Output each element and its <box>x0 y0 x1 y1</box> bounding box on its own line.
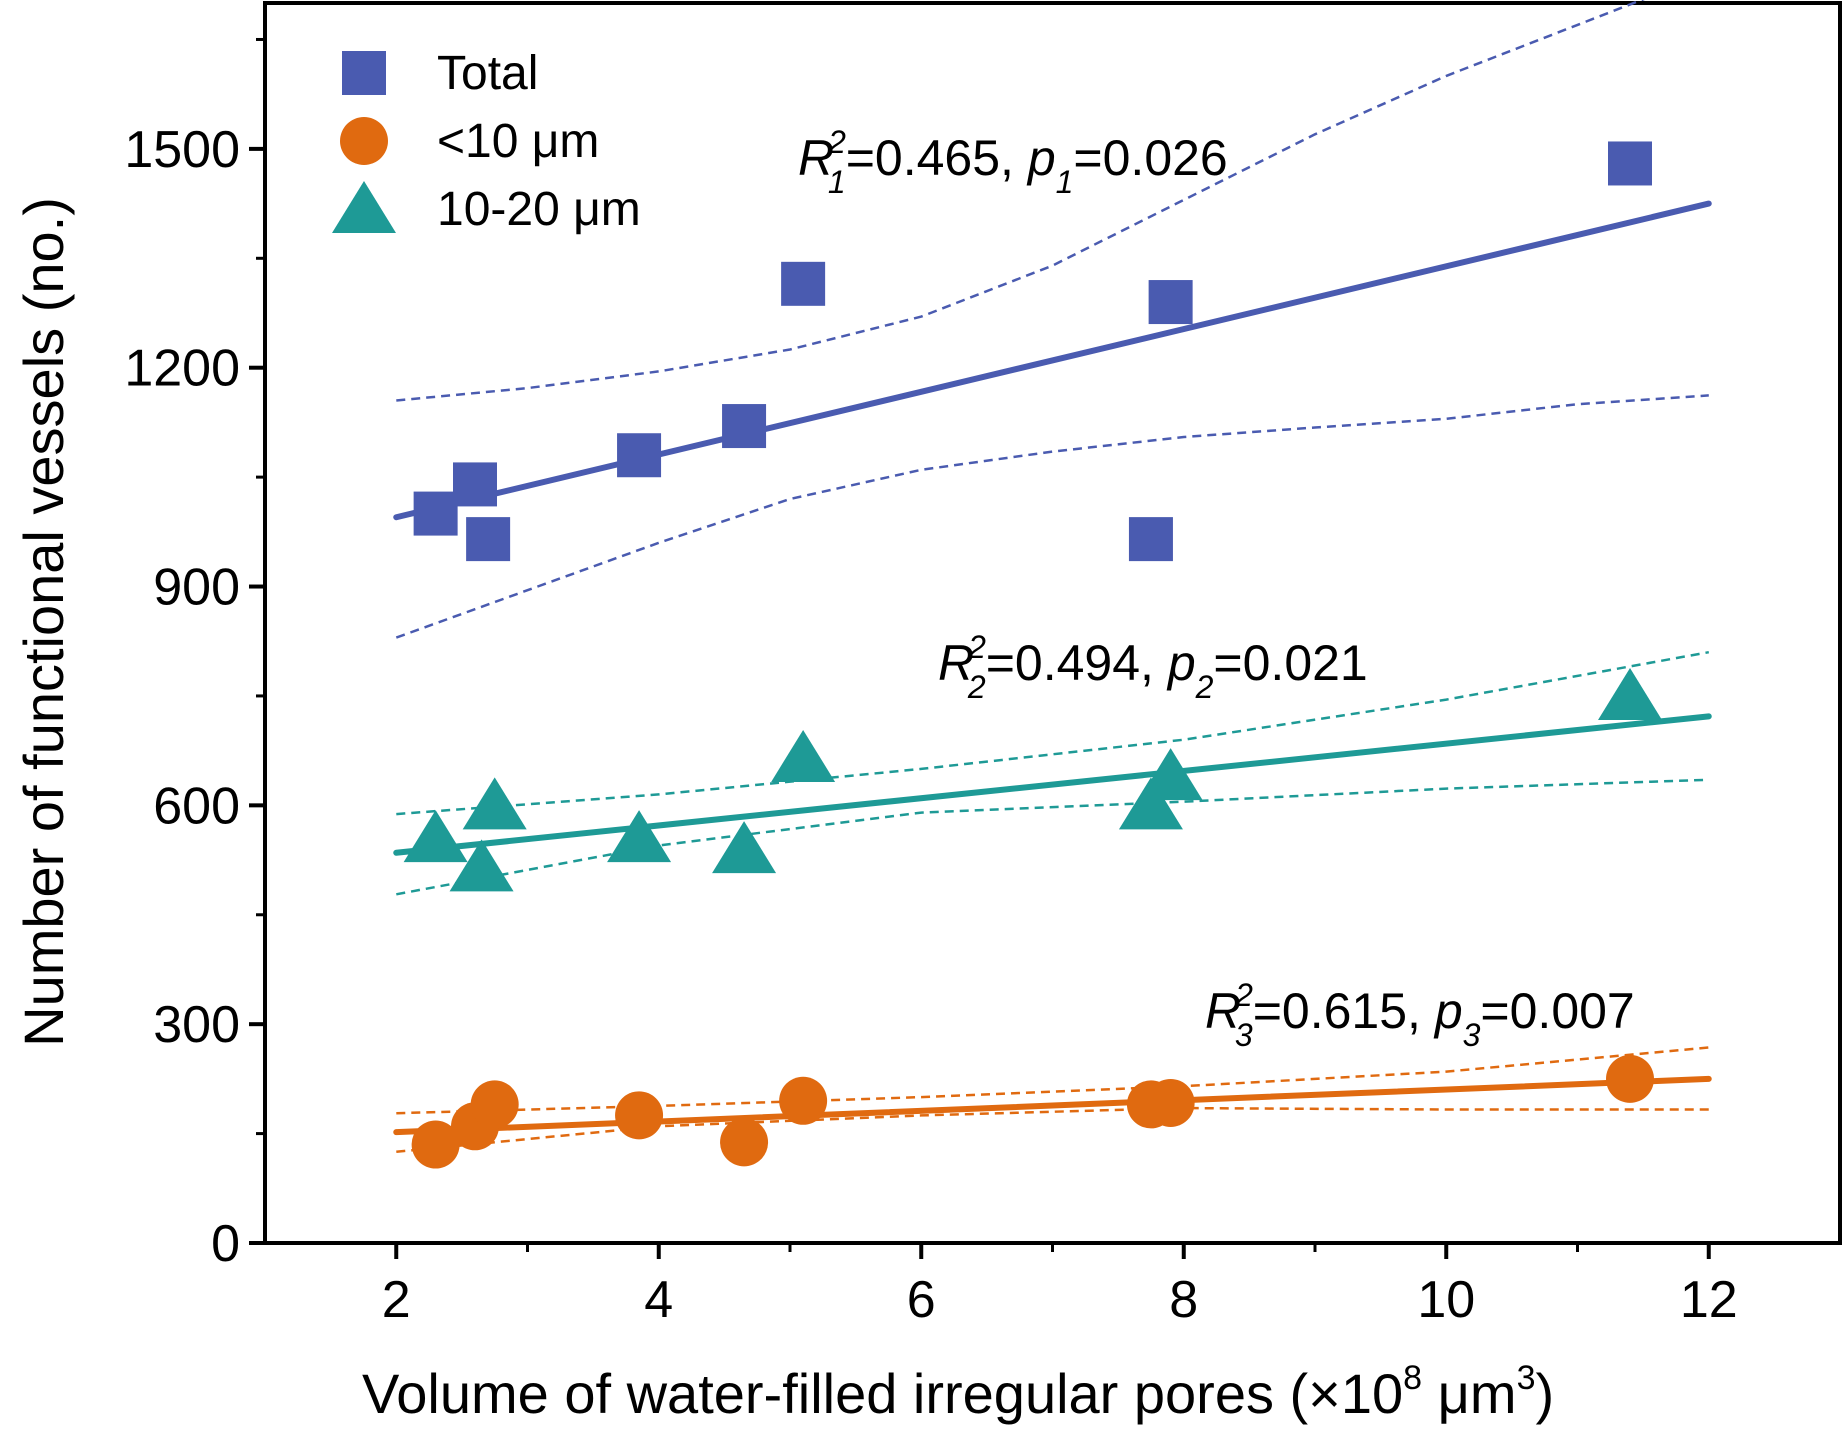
point-triangle-1 <box>449 839 514 892</box>
x-tick-label: 4 <box>644 1271 673 1329</box>
point-circle-8 <box>1606 1054 1654 1103</box>
point-square-8 <box>1608 141 1652 186</box>
point-triangle-7 <box>1138 748 1203 801</box>
legend-label-10-20: 10-20 μm <box>437 183 641 236</box>
y-tick-label: 900 <box>153 559 240 617</box>
point-square-3 <box>617 433 662 478</box>
fit-line-circle <box>393 1075 1712 1136</box>
legend: Total <10 μm 10-20 μm <box>332 47 641 236</box>
point-square-6 <box>1128 517 1173 562</box>
x-axis-label: Volume of water-filled irregular pores (… <box>362 1359 1554 1425</box>
point-circle-3 <box>615 1091 664 1140</box>
y-axis-label: Number of functional vessels (no.) <box>12 197 75 1047</box>
point-circle-0 <box>411 1120 460 1169</box>
legend-label-lt10: <10 μm <box>437 115 599 168</box>
point-square-0 <box>413 491 458 536</box>
legend-markers <box>332 51 396 233</box>
x-tick-label: 2 <box>382 1271 411 1329</box>
point-circle-7 <box>1146 1078 1195 1127</box>
point-square-7 <box>1148 280 1193 325</box>
point-circle-2 <box>470 1080 519 1129</box>
annotation-lt10-fit: R2 3=0.615, p3=0.007 <box>1205 977 1635 1053</box>
x-tick-label: 8 <box>1169 1271 1198 1329</box>
legend-marker-square <box>342 51 386 95</box>
ci-lower-circle <box>396 1106 1709 1154</box>
point-square-1 <box>453 462 497 507</box>
ci-lower-square <box>395 394 1709 639</box>
y-tick-label: 1500 <box>124 121 240 179</box>
point-triangle-6 <box>1118 777 1183 830</box>
point-triangle-3 <box>607 810 672 863</box>
fit-line-triangle <box>393 713 1712 856</box>
point-circle-4 <box>720 1118 769 1167</box>
annotation-10-20-fit: R2 2=0.494, p2=0.021 <box>938 629 1368 705</box>
annotation-total-fit: R2 1=0.465, p1=0.026 <box>798 124 1228 200</box>
y-tick-label: 1200 <box>124 340 240 398</box>
legend-marker-triangle <box>332 181 396 233</box>
point-square-4 <box>722 404 767 449</box>
axes: 2 4 6 8 10 12 0 300 600 900 1200 1500 <box>124 37 1738 1329</box>
x-tick-label: 12 <box>1680 1271 1738 1329</box>
ci-upper-triangle <box>396 650 1710 816</box>
fit-lines <box>393 200 1712 1136</box>
legend-label-total: Total <box>437 47 538 100</box>
point-triangle-4 <box>712 821 777 874</box>
data-points <box>403 141 1662 1169</box>
confidence-bands <box>395 0 1710 1154</box>
point-circle-5 <box>779 1076 828 1125</box>
point-square-2 <box>466 517 511 562</box>
ci-lower-triangle <box>396 778 1709 896</box>
point-triangle-5 <box>771 729 836 782</box>
legend-marker-circle <box>340 117 388 165</box>
y-tick-label: 600 <box>153 777 240 835</box>
y-tick-label: 300 <box>153 996 240 1054</box>
point-triangle-2 <box>462 777 527 830</box>
ci-upper-circle <box>396 1046 1709 1115</box>
point-triangle-0 <box>403 810 468 863</box>
point-triangle-8 <box>1598 667 1662 720</box>
x-tick-label: 6 <box>907 1271 936 1329</box>
ci-upper-square <box>396 0 1645 402</box>
y-tick-label: 0 <box>211 1215 240 1273</box>
fit-line-square <box>393 200 1712 521</box>
point-square-5 <box>781 261 826 306</box>
x-tick-label: 10 <box>1417 1271 1475 1329</box>
